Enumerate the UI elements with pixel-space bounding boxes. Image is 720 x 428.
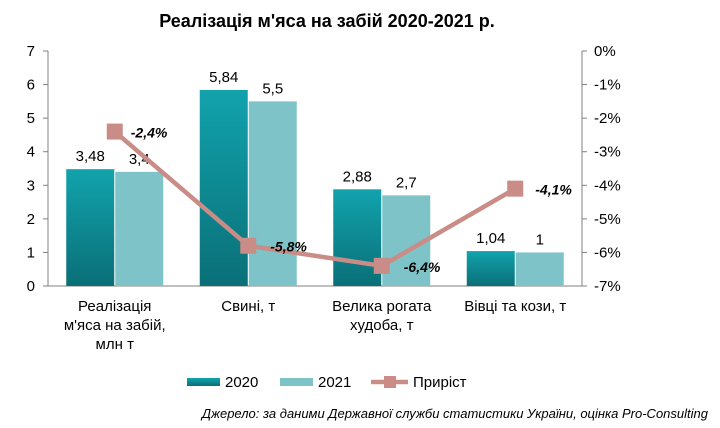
bar-value-label: 3,48 (76, 148, 105, 165)
bar-2021 (515, 252, 564, 286)
source-note: Джерело: за даними Державної служби стат… (200, 406, 709, 421)
legend-swatch-2021 (280, 378, 313, 386)
growth-marker (507, 180, 524, 197)
y-tick-label: 5 (27, 110, 35, 127)
y2-tick-label: -7% (594, 278, 621, 295)
plot-area: 0 1 2 3 4 5 6 7 0% -1% -2% -3% -4% -5% -6% -7% 3,48 5,84 2… (27, 43, 621, 353)
x-category-label: Вівці та кози, т (464, 298, 566, 315)
bar-2020 (466, 251, 515, 286)
legend: 2020 2021 Приріст (187, 374, 467, 391)
growth-marker (106, 123, 123, 140)
growth-value-label: -4,1% (535, 182, 572, 198)
growth-line (113, 129, 517, 269)
bar-2020 (333, 189, 382, 286)
growth-value-label: -6,4% (404, 259, 441, 275)
x-category-label: Свині, т (221, 298, 275, 315)
legend-swatch-2020 (187, 378, 220, 386)
y-tick-label: 1 (27, 244, 35, 261)
growth-value-label: -2,4% (131, 125, 168, 141)
y-tick-label: 7 (27, 43, 35, 60)
x-category-label: Велика рогата худоба, т (332, 298, 432, 334)
y-tick-label: 2 (27, 211, 35, 228)
legend-marker-growth (384, 376, 396, 388)
y2-tick-label: -4% (594, 177, 621, 194)
legend-label-2021: 2021 (318, 374, 351, 391)
legend-label-2020: 2020 (225, 374, 258, 391)
bar-2021 (248, 101, 297, 286)
y-tick-label: 6 (27, 77, 35, 94)
y-tick-label: 3 (27, 177, 35, 194)
bar-value-label: 5,84 (209, 69, 238, 86)
bar-value-label: 1 (536, 231, 544, 248)
y-tick-label: 0 (27, 278, 35, 295)
bar-value-label: 2,7 (396, 174, 417, 191)
legend-label-growth: Приріст (413, 374, 467, 391)
growth-value-label: -5,8% (270, 239, 307, 255)
bar-value-label: 5,5 (262, 80, 283, 97)
y2-tick-label: -3% (594, 144, 621, 161)
growth-marker (240, 237, 257, 254)
x-category-label: Реалізація м'яса на забій, млн т (64, 298, 166, 353)
growth-marker (373, 257, 390, 274)
bar-value-label: 2,88 (343, 168, 372, 185)
y2-tick-label: 0% (594, 43, 616, 60)
y2-tick-label: -6% (594, 244, 621, 261)
bar-value-label: 1,04 (476, 230, 505, 247)
bar-2020 (199, 89, 248, 286)
y2-tick-label: -1% (594, 77, 621, 94)
y2-tick-label: -5% (594, 211, 621, 228)
bar-2020 (66, 169, 115, 286)
chart-title: Реалізація м'яса на забій 2020-2021 р. (159, 11, 495, 31)
bar-2021 (115, 171, 164, 286)
y2-tick-label: -2% (594, 110, 621, 127)
y-tick-label: 4 (27, 144, 35, 161)
